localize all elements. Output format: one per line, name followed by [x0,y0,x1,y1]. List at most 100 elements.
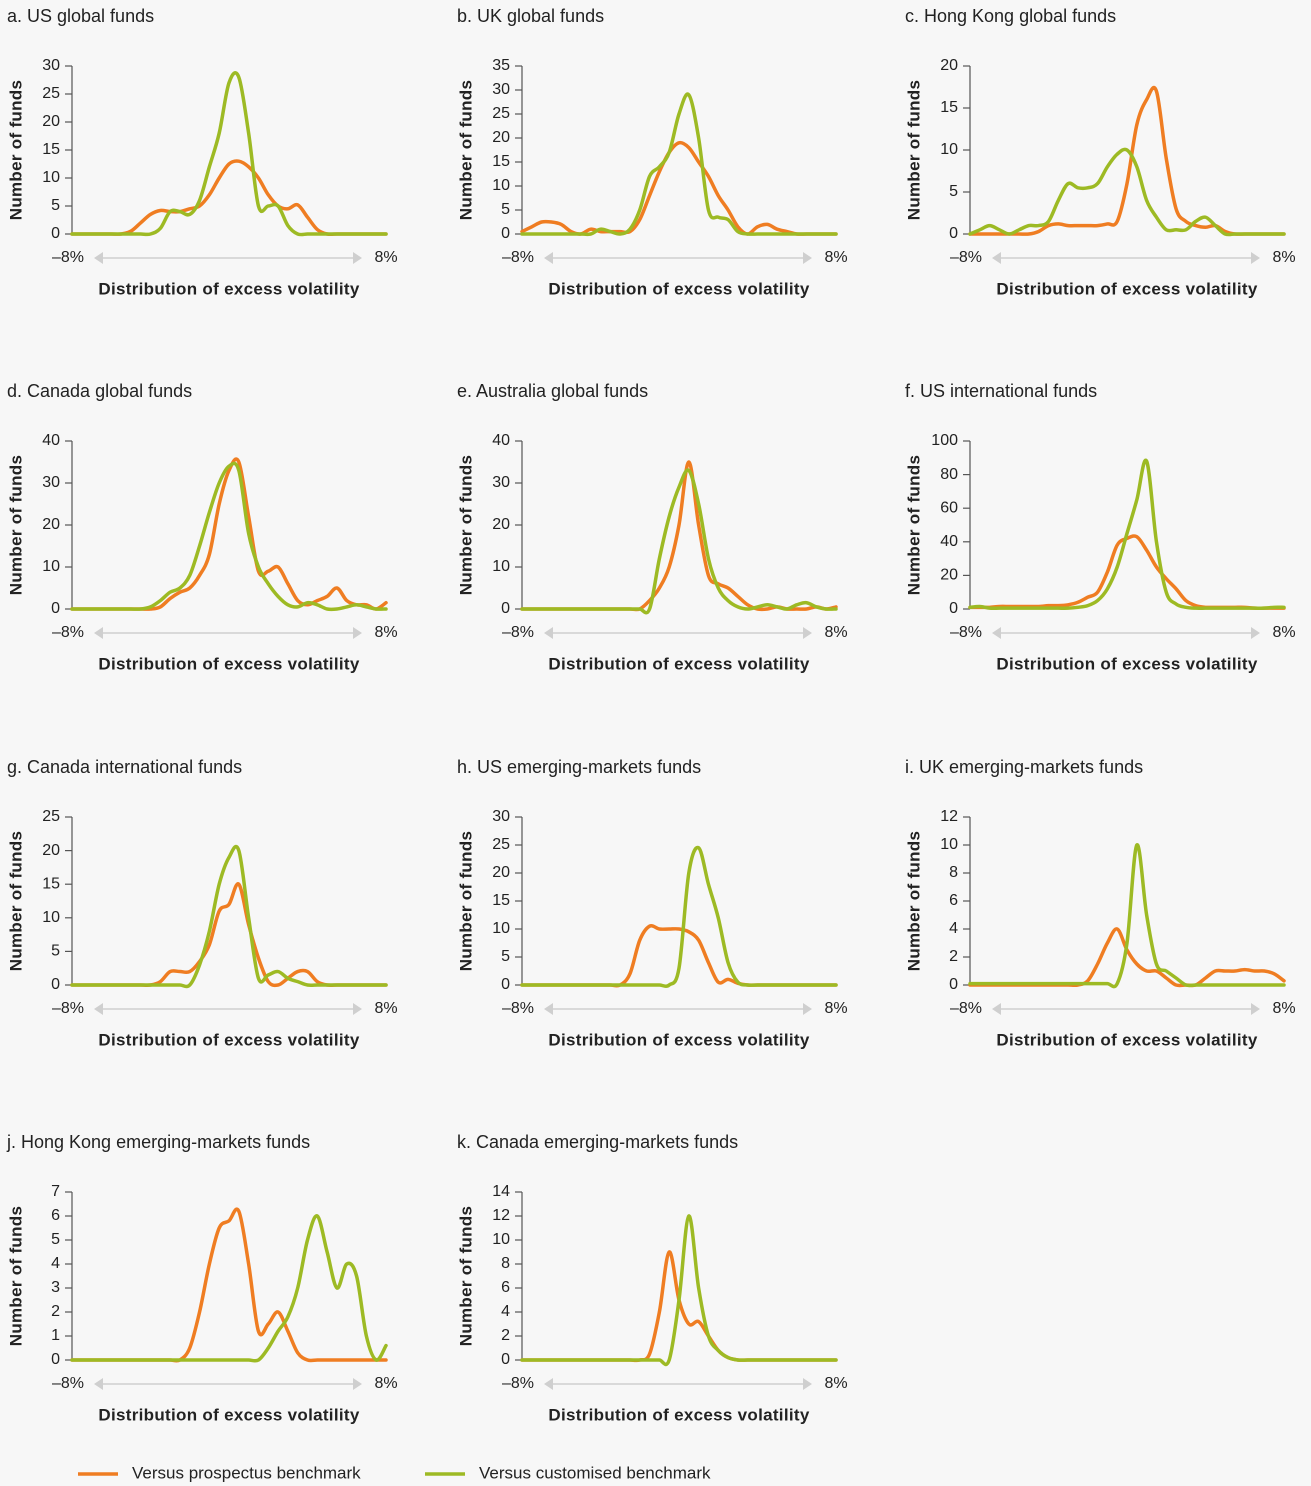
x-axis-label: Distribution of excess volatility [98,279,359,298]
x-arrow-head [803,627,812,639]
y-tick-label: 8 [501,1255,510,1272]
chart-title: i. UK emerging-markets funds [905,757,1143,777]
x-tick-label: –8% [502,249,534,266]
x-tick-label: 8% [824,1000,847,1017]
x-arrow-head [1251,252,1260,264]
y-tick-label: 20 [42,113,60,130]
y-tick-label: 15 [42,875,60,892]
chart-panel: b. UK global funds Number of funds 0 5 10 15 2… [456,6,847,299]
y-tick-label: 12 [940,808,958,825]
y-tick-label: 5 [51,943,60,960]
x-arrow-head [353,1378,362,1390]
y-axis-label: Number of funds [456,80,475,221]
x-arrow-head [803,1378,812,1390]
y-tick-label: 15 [492,892,510,909]
x-tick-label: 8% [824,249,847,266]
x-axis-label: Distribution of excess volatility [98,654,359,673]
y-tick-label: 0 [501,600,510,617]
y-tick-label: 5 [501,948,510,965]
y-tick-label: 0 [949,600,958,617]
y-tick-label: 8 [949,864,958,881]
x-arrow-head [94,252,103,264]
chart-panel: c. Hong Kong global funds Number of funds… [904,6,1295,299]
y-tick-label: 5 [501,201,510,218]
y-tick-label: 4 [51,1255,60,1272]
chart-panel: i. UK emerging-markets funds Number of fu… [904,757,1295,1050]
x-tick-label: 8% [824,624,847,641]
y-tick-label: 14 [492,1183,510,1200]
y-tick-label: 2 [949,948,958,965]
y-tick-label: 5 [51,1231,60,1248]
y-tick-label: 20 [492,129,510,146]
y-axis-label: Number of funds [6,1206,25,1347]
x-arrow-head [353,1003,362,1015]
x-tick-label: –8% [950,249,982,266]
y-axis-label: Number of funds [456,1206,475,1347]
series-line [70,882,388,988]
y-tick-label: 15 [940,99,958,116]
y-tick-label: 10 [42,169,60,186]
y-tick-label: 10 [940,141,958,158]
y-tick-label: 100 [931,432,958,449]
chart-title: d. Canada global funds [7,381,192,401]
chart-panel: j. Hong Kong emerging-markets funds Numbe… [6,1132,398,1425]
y-tick-label: 6 [501,1279,510,1296]
y-tick-label: 0 [51,600,60,617]
chart-title: h. US emerging-markets funds [457,757,701,777]
x-arrow-head [992,627,1001,639]
y-tick-label: 5 [949,183,958,200]
y-axis-label: Number of funds [904,80,923,221]
y-tick-label: 35 [492,57,510,74]
chart-title: a. US global funds [7,6,154,26]
legend-label: Versus prospectus benchmark [132,1463,361,1482]
series-line [70,159,388,237]
series-line [70,461,388,612]
y-tick-label: 20 [940,57,958,74]
x-tick-label: 8% [824,1375,847,1392]
y-tick-label: 0 [949,976,958,993]
x-tick-label: –8% [52,1375,84,1392]
x-arrow-head [94,1378,103,1390]
y-tick-label: 3 [51,1279,60,1296]
chart-title: k. Canada emerging-markets funds [457,1132,738,1152]
y-tick-label: 20 [940,567,958,584]
x-axis-label: Distribution of excess volatility [996,654,1257,673]
y-tick-label: 20 [492,864,510,881]
y-tick-label: 40 [940,533,958,550]
x-tick-label: 8% [1272,1000,1295,1017]
y-tick-label: 60 [940,499,958,516]
x-tick-label: 8% [374,1375,397,1392]
y-tick-label: 2 [501,1327,510,1344]
x-arrow-head [1251,1003,1260,1015]
y-tick-label: 0 [501,1351,510,1368]
series-line [968,534,1286,610]
y-tick-label: 30 [42,57,60,74]
y-tick-label: 80 [940,466,958,483]
y-tick-label: 10 [492,920,510,937]
y-tick-label: 20 [42,516,60,533]
y-tick-label: 10 [42,909,60,926]
y-tick-label: 25 [492,105,510,122]
x-arrow-head [992,252,1001,264]
x-tick-label: –8% [950,1000,982,1017]
chart-panel: f. US international funds Number of funds… [904,381,1295,674]
y-tick-label: 40 [42,432,60,449]
series-line [520,140,838,236]
chart-title: e. Australia global funds [457,381,648,401]
x-tick-label: –8% [52,249,84,266]
y-tick-label: 4 [501,1303,510,1320]
x-tick-label: –8% [52,1000,84,1017]
y-axis-label: Number of funds [6,831,25,972]
x-tick-label: –8% [502,1000,534,1017]
x-axis-label: Distribution of excess volatility [996,1030,1257,1049]
y-axis-label: Number of funds [456,831,475,972]
x-arrow-head [544,627,553,639]
y-tick-label: 0 [51,1351,60,1368]
y-tick-label: 10 [940,836,958,853]
y-tick-label: 6 [51,1207,60,1224]
chart-panel: k. Canada emerging-markets funds Number o… [456,1132,847,1425]
y-tick-label: 20 [42,842,60,859]
y-tick-label: 5 [51,197,60,214]
y-tick-label: 0 [501,225,510,242]
